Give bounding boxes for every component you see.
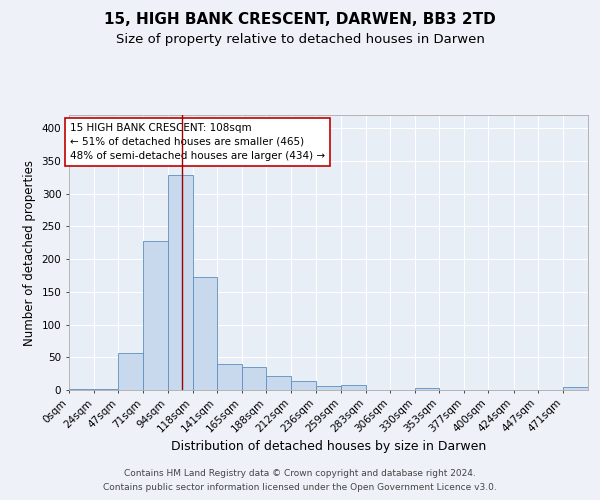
Bar bbox=[291, 382, 316, 390]
Bar bbox=[193, 278, 217, 390]
Y-axis label: Number of detached properties: Number of detached properties bbox=[23, 160, 36, 346]
Text: 15 HIGH BANK CRESCENT: 108sqm
← 51% of detached houses are smaller (465)
48% of : 15 HIGH BANK CRESCENT: 108sqm ← 51% of d… bbox=[70, 123, 325, 161]
Bar bbox=[242, 367, 266, 390]
Text: Contains public sector information licensed under the Open Government Licence v3: Contains public sector information licen… bbox=[103, 484, 497, 492]
Bar bbox=[143, 240, 167, 390]
Text: 15, HIGH BANK CRESCENT, DARWEN, BB3 2TD: 15, HIGH BANK CRESCENT, DARWEN, BB3 2TD bbox=[104, 12, 496, 28]
Bar bbox=[415, 388, 439, 390]
Bar bbox=[266, 376, 291, 390]
Bar bbox=[69, 388, 94, 390]
Bar bbox=[316, 386, 341, 390]
Text: Contains HM Land Registry data © Crown copyright and database right 2024.: Contains HM Land Registry data © Crown c… bbox=[124, 468, 476, 477]
Bar bbox=[217, 364, 242, 390]
Text: Size of property relative to detached houses in Darwen: Size of property relative to detached ho… bbox=[116, 32, 484, 46]
Bar bbox=[118, 352, 143, 390]
X-axis label: Distribution of detached houses by size in Darwen: Distribution of detached houses by size … bbox=[171, 440, 486, 453]
Bar bbox=[167, 175, 193, 390]
Bar bbox=[94, 388, 118, 390]
Bar bbox=[341, 386, 366, 390]
Bar bbox=[563, 388, 588, 390]
